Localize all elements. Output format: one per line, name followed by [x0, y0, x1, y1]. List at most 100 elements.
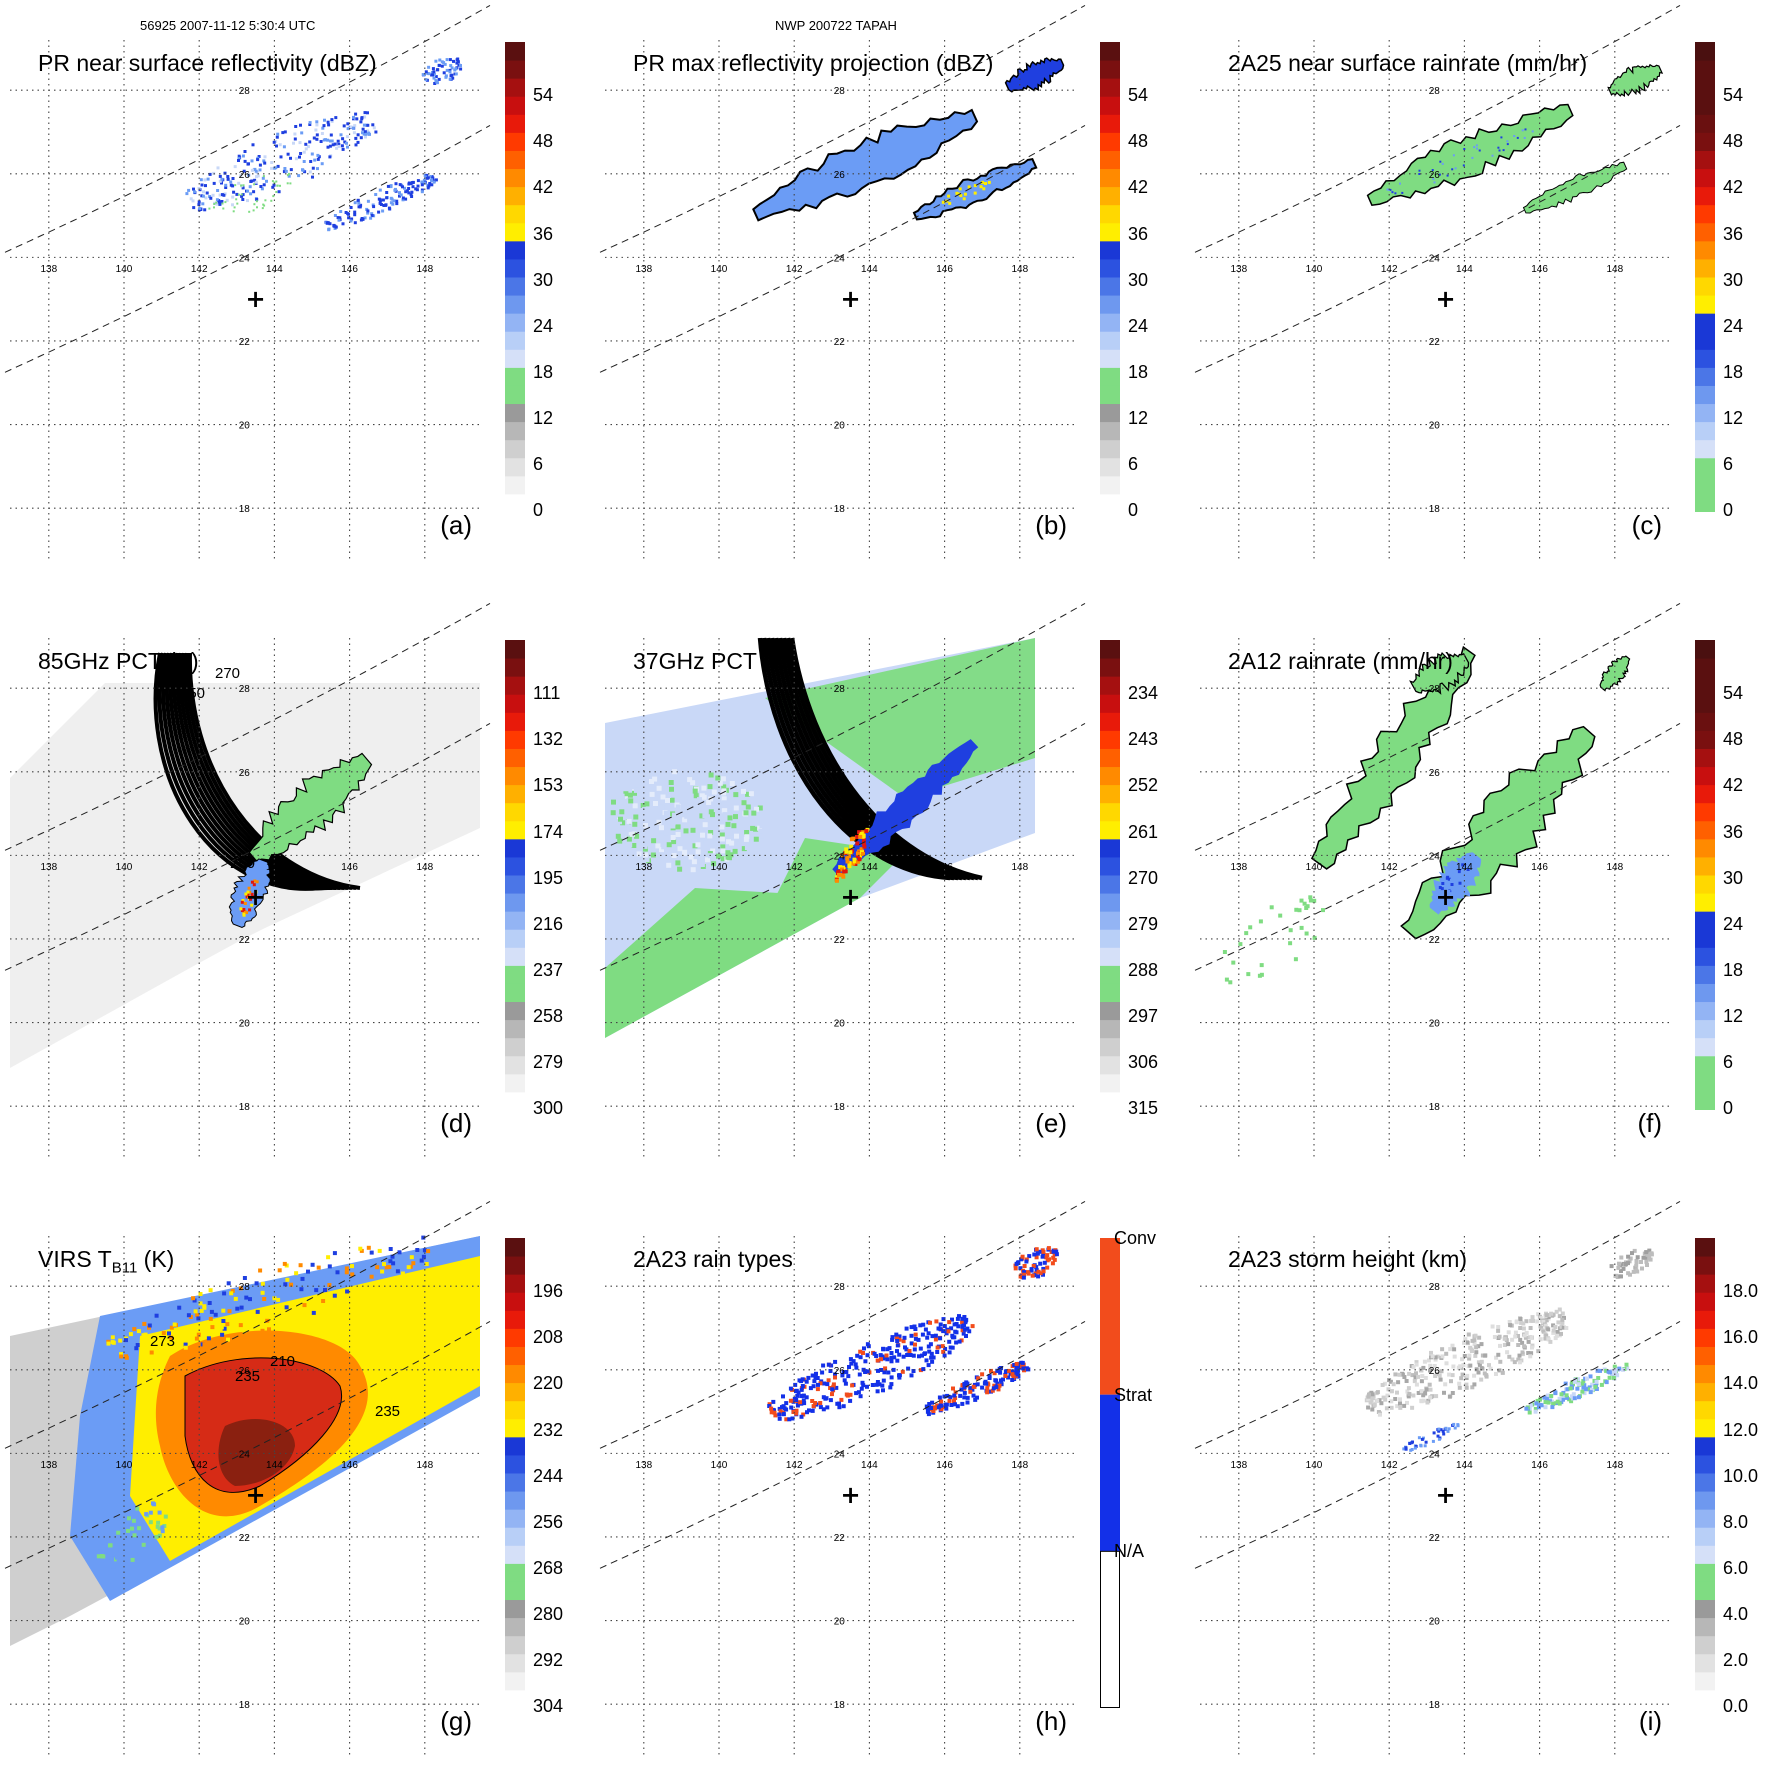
pct-cold-core: [248, 890, 252, 894]
pct37-noise: [672, 769, 677, 775]
storm-height-pixel: [1437, 1429, 1441, 1433]
tmi-rain-cell: [1464, 864, 1468, 868]
rain-type-pixel: [858, 1355, 863, 1360]
colorbar-step: [1100, 694, 1120, 713]
rainrate-cell: [1502, 149, 1505, 152]
storm-height-pixel: [1427, 1358, 1431, 1363]
rain-type-pixel: [907, 1349, 912, 1353]
colorbar-step: [1100, 240, 1120, 260]
radar-echo: [420, 188, 424, 192]
rain-type-pixel: [897, 1334, 902, 1339]
colorbar-step: [1695, 1001, 1715, 1021]
radar-echo: [187, 188, 191, 192]
colorbar-tick-label: 132: [533, 729, 564, 750]
pct37-noise: [690, 827, 696, 833]
rain-type-pixel: [957, 1339, 962, 1344]
colorbar-step: [1695, 60, 1715, 79]
pct37-warm-core: [857, 857, 862, 862]
radar-echo: [263, 155, 267, 159]
rain-type-pixel: [921, 1367, 926, 1372]
rain-type-pixel: [916, 1337, 921, 1342]
rain-type-pixel: [926, 1331, 931, 1336]
colorbar-step: [1100, 1037, 1120, 1057]
rain-type-pixel: [951, 1386, 955, 1391]
storm-height-pixel: [1610, 1371, 1615, 1376]
rain-type-pixel: [1041, 1249, 1046, 1254]
colorbar-step: [1695, 983, 1715, 1003]
pct37-noise: [720, 856, 726, 862]
colorbar-strip: [1100, 640, 1120, 1111]
rain-type-pixel: [1011, 1375, 1016, 1380]
storm-height-pixel: [1453, 1426, 1457, 1430]
colorbar-step: [1695, 385, 1715, 405]
colorbar-step: [505, 475, 525, 495]
colorbar-step: [1695, 403, 1715, 423]
pct37-noise: [637, 794, 643, 800]
pct37-noise: [623, 830, 629, 836]
virs-spiral-band: [219, 1325, 224, 1330]
virs-outer-band: [126, 1528, 130, 1533]
colorbar-d: 300 279 258 237 216 195 174 153 132 111: [505, 640, 563, 1118]
virs-outer-band: [114, 1555, 119, 1560]
colorbar-tick-label: 111: [533, 683, 561, 704]
storm-height-pixel: [1371, 1394, 1376, 1399]
colorbar-step: [505, 676, 525, 695]
storm-height-pixel: [1543, 1405, 1548, 1410]
virs-spiral-band: [118, 1338, 123, 1343]
radar-echo: [363, 111, 367, 115]
longitude-label: 138: [40, 862, 57, 873]
virs-spiral-band: [221, 1308, 226, 1313]
virs-spiral-band: [208, 1288, 213, 1293]
storm-height-pixel: [1551, 1323, 1556, 1328]
radar-echo-weak: [289, 182, 292, 185]
colorbar-step: [1100, 875, 1120, 894]
radar-echo: [258, 168, 262, 172]
rain-type-pixel: [840, 1373, 845, 1378]
contour-label: 273: [150, 1333, 175, 1350]
storm-height-pixel: [1644, 1250, 1649, 1255]
storm-height-pixel: [1385, 1393, 1390, 1398]
storm-height-pixel: [1436, 1434, 1440, 1438]
storm-height-pixel: [1389, 1399, 1394, 1404]
virs-spiral-band: [283, 1282, 288, 1287]
storm-height-pixel: [1440, 1354, 1445, 1359]
radar-echo: [209, 196, 213, 200]
colorbar-step: [505, 1617, 525, 1637]
storm-height-pixel: [1517, 1353, 1522, 1358]
radar-echo: [366, 211, 370, 215]
pct-cold-core: [243, 902, 247, 905]
radar-echo: [445, 58, 449, 62]
storm-height-pixel: [1404, 1447, 1408, 1451]
virs-spiral-band: [421, 1254, 426, 1259]
rain-type-pixel: [854, 1391, 859, 1396]
virs-spiral-band: [282, 1261, 287, 1266]
radar-echo: [249, 192, 253, 196]
pct37-noise: [644, 857, 650, 862]
rain-type-pixel: [906, 1366, 911, 1371]
radar-echo: [372, 126, 376, 130]
radar-echo-strong: [947, 194, 951, 198]
pct37-noise: [675, 824, 681, 830]
radar-echo: [434, 79, 438, 83]
radar-echo: [329, 139, 332, 143]
storm-height-pixel: [1440, 1347, 1445, 1352]
rain-type-pixel: [818, 1381, 823, 1386]
radar-echo: [369, 216, 373, 220]
radar-echo: [459, 67, 463, 71]
pct37-warm-core: [851, 836, 856, 841]
rain-type-pixel: [1006, 1375, 1011, 1380]
radar-echo: [346, 145, 349, 149]
rain-type-pixel: [794, 1388, 799, 1393]
colorbar-step: [1695, 1436, 1715, 1456]
virs-spiral-band: [397, 1250, 402, 1255]
virs-spiral-band: [327, 1264, 332, 1269]
radar-echo: [459, 64, 462, 67]
pct37-noise: [610, 810, 616, 816]
colorbar-tick-label: 279: [1128, 913, 1159, 934]
latitude-label: 24: [239, 253, 251, 264]
